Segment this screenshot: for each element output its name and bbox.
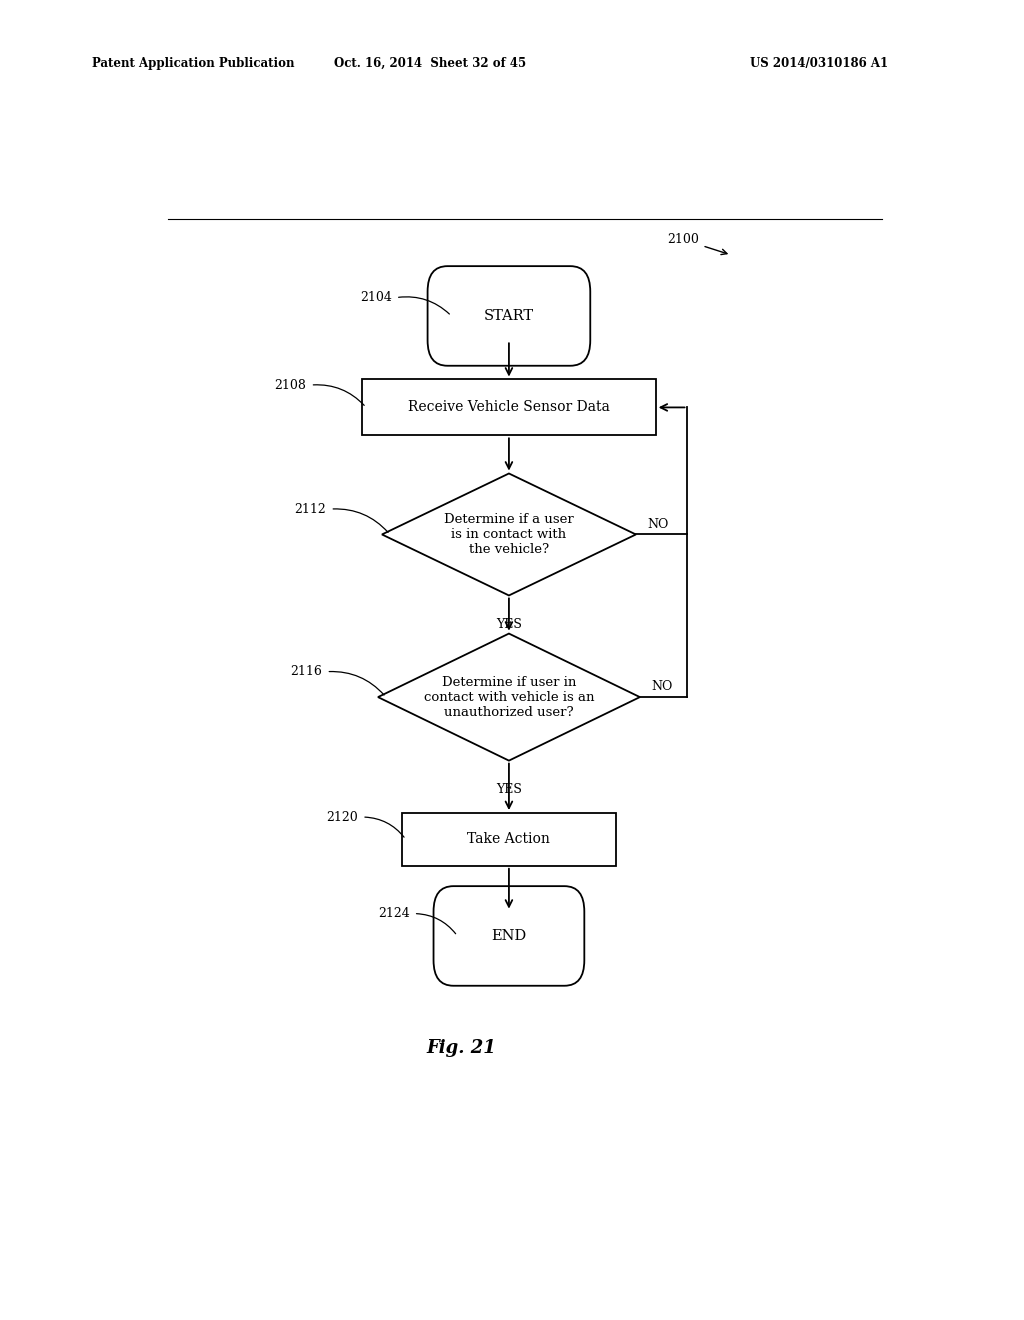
FancyBboxPatch shape — [428, 267, 590, 366]
Text: Determine if user in
contact with vehicle is an
unauthorized user?: Determine if user in contact with vehicl… — [424, 676, 594, 718]
Text: Determine if a user
is in contact with
the vehicle?: Determine if a user is in contact with t… — [444, 513, 573, 556]
Polygon shape — [362, 379, 655, 436]
Text: NO: NO — [652, 680, 673, 693]
Text: 2116: 2116 — [291, 665, 323, 678]
Text: END: END — [492, 929, 526, 942]
Text: Receive Vehicle Sensor Data: Receive Vehicle Sensor Data — [408, 400, 610, 414]
Polygon shape — [401, 813, 616, 866]
Text: 2104: 2104 — [360, 292, 392, 304]
Text: START: START — [484, 309, 534, 323]
Text: Patent Application Publication: Patent Application Publication — [92, 57, 295, 70]
Text: US 2014/0310186 A1: US 2014/0310186 A1 — [751, 57, 888, 70]
Text: 2120: 2120 — [327, 810, 358, 824]
Text: NO: NO — [648, 517, 669, 531]
FancyBboxPatch shape — [433, 886, 585, 986]
Text: 2100: 2100 — [668, 234, 727, 255]
Text: 2108: 2108 — [274, 379, 306, 392]
Text: 2124: 2124 — [378, 907, 410, 920]
Text: 2112: 2112 — [295, 503, 327, 516]
Text: Fig. 21: Fig. 21 — [426, 1039, 497, 1057]
Text: YES: YES — [496, 618, 522, 631]
Polygon shape — [382, 474, 636, 595]
Text: Oct. 16, 2014  Sheet 32 of 45: Oct. 16, 2014 Sheet 32 of 45 — [334, 57, 526, 70]
Text: Take Action: Take Action — [468, 833, 550, 846]
Polygon shape — [378, 634, 640, 760]
Text: YES: YES — [496, 783, 522, 796]
